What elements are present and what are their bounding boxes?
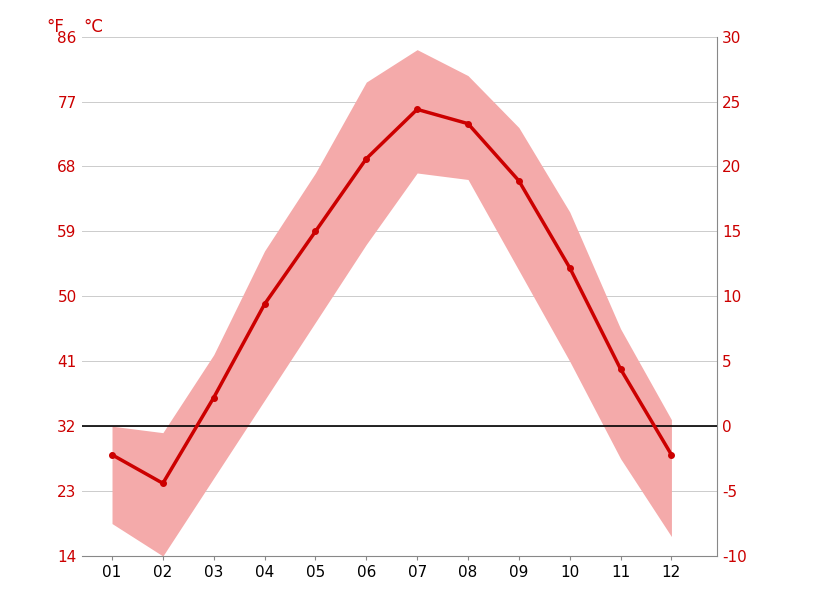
Text: °C: °C bbox=[84, 18, 104, 37]
Text: °F: °F bbox=[46, 18, 64, 37]
